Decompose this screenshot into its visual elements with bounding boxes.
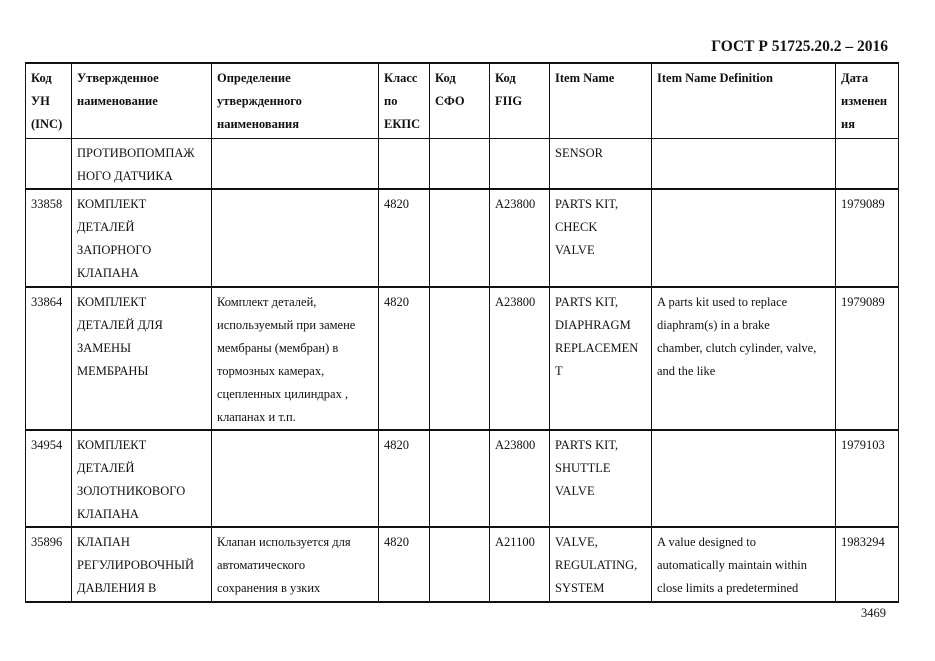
cell-change-date: 1979103	[835, 429, 899, 528]
column-header-fiig-code: Код FIIG	[489, 62, 550, 139]
cell-fiig-code: A23800	[489, 429, 550, 528]
table-row: 33858 КОМПЛЕКТ ДЕТАЛЕЙ ЗАПОРНОГО КЛАПАНА 4…	[25, 188, 899, 288]
cell-approved-name: КОМПЛЕКТ ДЕТАЛЕЙ ЗАПОРНОГО КЛАПАНА	[71, 188, 212, 288]
cell-approved-name: ПРОТИВОПОМПАЖ НОГО ДАТЧИКА	[71, 138, 212, 190]
cell-inc-code	[25, 138, 72, 190]
cell-change-date: 1979089	[835, 286, 899, 431]
cell-item-definition	[651, 188, 836, 288]
cell-item-definition: A parts kit used to replace diaphram(s) …	[651, 286, 836, 431]
column-header-item-definition: Item Name Definition	[651, 62, 836, 139]
cell-sfo-code	[429, 526, 490, 603]
cell-approved-name: КОМПЛЕКТ ДЕТАЛЕЙ ЗОЛОТНИКОВОГО КЛАПАНА	[71, 429, 212, 528]
cell-class	[378, 138, 430, 190]
cell-class: 4820	[378, 429, 430, 528]
cell-inc-code: 35896	[25, 526, 72, 603]
cell-item-name: PARTS KIT, CHECK VALVE	[549, 188, 652, 288]
cell-sfo-code	[429, 286, 490, 431]
column-header-inc-code: Код УН (INC)	[25, 62, 72, 139]
cell-class: 4820	[378, 286, 430, 431]
cell-fiig-code: A23800	[489, 188, 550, 288]
table-row: 35896 КЛАПАН РЕГУЛИРОВОЧНЫЙ ДАВЛЕНИЯ В Кла…	[25, 526, 899, 603]
column-header-sfo-code: Код СФО	[429, 62, 490, 139]
cell-approved-name: КЛАПАН РЕГУЛИРОВОЧНЫЙ ДАВЛЕНИЯ В	[71, 526, 212, 603]
column-header-class: Класс по ЕКПС	[378, 62, 430, 139]
table-header-row: Код УН (INC) Утвержденное наименование Опр…	[25, 62, 899, 139]
cell-item-definition: A value designed to automatically mainta…	[651, 526, 836, 603]
table-row: 33864 КОМПЛЕКТ ДЕТАЛЕЙ ДЛЯ ЗАМЕНЫ МЕМБРАН…	[25, 286, 899, 431]
cell-sfo-code	[429, 188, 490, 288]
cell-inc-code: 33864	[25, 286, 72, 431]
cell-item-definition	[651, 429, 836, 528]
cell-class: 4820	[378, 188, 430, 288]
cell-approved-name: КОМПЛЕКТ ДЕТАЛЕЙ ДЛЯ ЗАМЕНЫ МЕМБРАНЫ	[71, 286, 212, 431]
page-number: 3469	[861, 606, 886, 620]
cell-definition	[211, 138, 379, 190]
table-row: 34954 КОМПЛЕКТ ДЕТАЛЕЙ ЗОЛОТНИКОВОГО КЛАП…	[25, 429, 899, 528]
cell-sfo-code	[429, 138, 490, 190]
cell-definition: Комплект деталей, используемый при замен…	[211, 286, 379, 431]
cell-change-date	[835, 138, 899, 190]
cell-change-date: 1979089	[835, 188, 899, 288]
column-header-item-name: Item Name	[549, 62, 652, 139]
cell-item-name: VALVE, REGULATING, SYSTEM	[549, 526, 652, 603]
items-table: Код УН (INC) Утвержденное наименование Опр…	[25, 62, 899, 603]
cell-sfo-code	[429, 429, 490, 528]
table-row: ПРОТИВОПОМПАЖ НОГО ДАТЧИКА SENSOR	[25, 138, 899, 190]
cell-fiig-code: A21100	[489, 526, 550, 603]
cell-change-date: 1983294	[835, 526, 899, 603]
cell-class: 4820	[378, 526, 430, 603]
cell-definition	[211, 188, 379, 288]
document-code: ГОСТ Р 51725.20.2 – 2016	[711, 38, 888, 55]
cell-fiig-code: A23800	[489, 286, 550, 431]
cell-inc-code: 33858	[25, 188, 72, 288]
column-header-change-date: Дата изменен ия	[835, 62, 899, 139]
cell-item-name: PARTS KIT, SHUTTLE VALVE	[549, 429, 652, 528]
column-header-approved-name: Утвержденное наименование	[71, 62, 212, 139]
cell-inc-code: 34954	[25, 429, 72, 528]
cell-fiig-code	[489, 138, 550, 190]
cell-item-name: PARTS KIT, DIAPHRAGM REPLACEMEN T	[549, 286, 652, 431]
cell-definition	[211, 429, 379, 528]
cell-item-name: SENSOR	[549, 138, 652, 190]
column-header-definition: Определение утвержденного наименования	[211, 62, 379, 139]
cell-item-definition	[651, 138, 836, 190]
cell-definition: Клапан используется для автоматического …	[211, 526, 379, 603]
